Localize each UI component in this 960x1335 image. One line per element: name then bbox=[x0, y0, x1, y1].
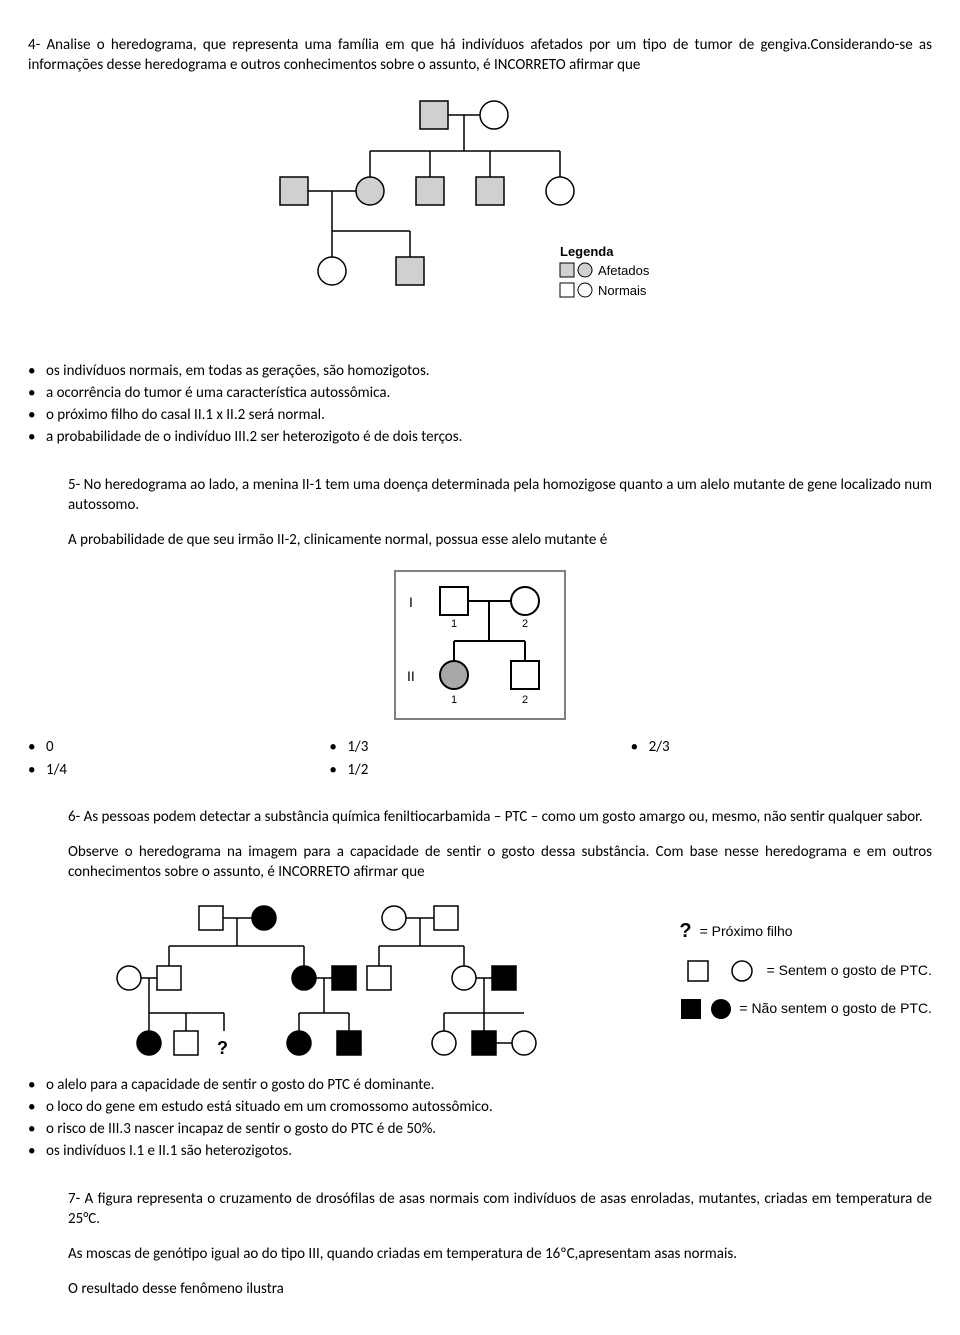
q6-pedigree: ? bbox=[104, 898, 564, 1073]
q6-p1: 6- As pessoas podem detectar a substânci… bbox=[68, 807, 932, 827]
q7-p2: As moscas de genótipo igual ao do tipo I… bbox=[68, 1244, 932, 1264]
svg-text:2: 2 bbox=[522, 694, 528, 706]
svg-text:1: 1 bbox=[451, 618, 457, 630]
q6-opt-a: o alelo para a capacidade de sentir o go… bbox=[28, 1075, 932, 1095]
q5-opt-12: 1/2 bbox=[329, 760, 630, 780]
q4-opt-d: a probabilidade de o indivíduo III.2 ser… bbox=[28, 427, 932, 447]
q7-p1: 7- A figura representa o cruzamento de d… bbox=[68, 1189, 932, 1230]
svg-text:I: I bbox=[409, 594, 413, 610]
q6-p2: Observe o heredograma na imagem para a c… bbox=[68, 842, 932, 883]
q4-opt-c: o próximo filho do casal II.1 x II.2 ser… bbox=[28, 405, 932, 425]
q6-legend: ? = Próximo filho = Sentem o gosto de PT… bbox=[679, 898, 932, 1021]
q5-opt-0: 0 bbox=[28, 737, 329, 757]
q4-options: os indivíduos normais, em todas as geraç… bbox=[28, 361, 932, 448]
q6-opt-d: os indivíduos I.1 e II.1 são heterozigot… bbox=[28, 1141, 932, 1161]
q4-opt-a: os indivíduos normais, em todas as geraç… bbox=[28, 361, 932, 381]
q5-opt-14: 1/4 bbox=[28, 760, 329, 780]
q6-opt-c: o risco de III.3 nascer incapaz de senti… bbox=[28, 1119, 932, 1139]
svg-text:II: II bbox=[407, 668, 415, 684]
svg-text:2: 2 bbox=[522, 618, 528, 630]
legend-sense: = Sentem o gosto de PTC. bbox=[767, 961, 932, 980]
legend-nosense: = Não sentem o gosto de PTC. bbox=[739, 999, 932, 1018]
legend-affected: Afetados bbox=[598, 263, 650, 278]
svg-text:1: 1 bbox=[451, 694, 457, 706]
q6-options: o alelo para a capacidade de sentir o go… bbox=[28, 1075, 932, 1162]
q5-options: 0 1/4 1/3 1/2 2/3 bbox=[28, 735, 932, 782]
q4-intro: 4- Analise o heredograma, que representa… bbox=[28, 35, 932, 76]
q7-p3: O resultado desse fenômeno ilustra bbox=[68, 1279, 932, 1299]
q4-opt-b: a ocorrência do tumor é uma característi… bbox=[28, 383, 932, 403]
q5-opt-13: 1/3 bbox=[329, 737, 630, 757]
legend-normal: Normais bbox=[598, 283, 647, 298]
q5-p1: 5- No heredograma ao lado, a menina II-1… bbox=[68, 475, 932, 516]
q6-opt-b: o loco do gene em estudo está situado em… bbox=[28, 1097, 932, 1117]
q5-p2: A probabilidade de que seu irmão II-2, c… bbox=[68, 530, 932, 550]
q4-pedigree: Legenda Afetados Normais bbox=[28, 91, 932, 351]
q5-opt-23: 2/3 bbox=[631, 737, 932, 757]
q5-pedigree: I II 1 2 1 2 bbox=[28, 565, 932, 725]
question-mark-icon: ? bbox=[679, 918, 691, 945]
legend-title: Legenda bbox=[560, 244, 614, 259]
q6-figure-row: ? ? = Próximo filho = Sentem o gosto de … bbox=[28, 898, 932, 1073]
legend-next-child: = Próximo filho bbox=[700, 922, 793, 941]
question-mark-icon: ? bbox=[217, 1038, 228, 1058]
